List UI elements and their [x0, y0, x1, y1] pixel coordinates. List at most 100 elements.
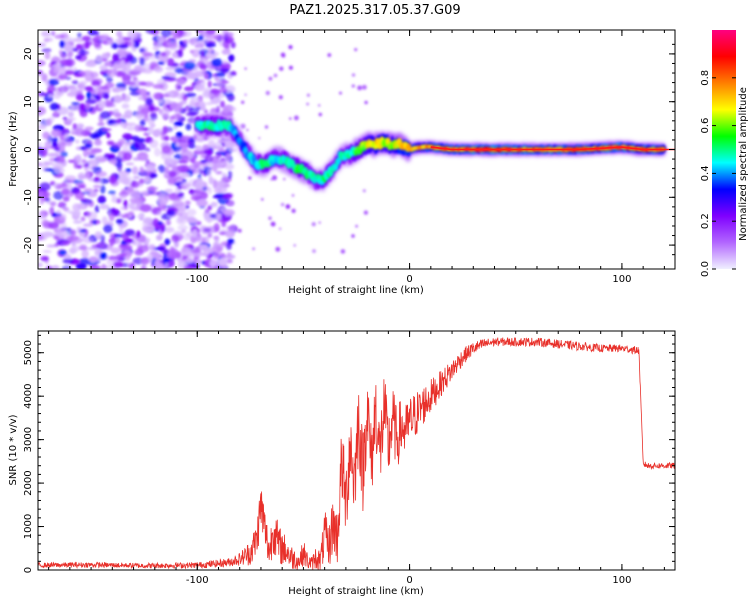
noise-blob — [140, 107, 150, 115]
noise-blob — [184, 92, 197, 98]
noise-blob — [187, 117, 198, 124]
x-tick-label: -100 — [186, 575, 209, 586]
noise-blob — [97, 195, 107, 204]
noise-blob — [183, 86, 194, 92]
noise-blob — [179, 40, 184, 46]
noise-blob — [207, 232, 213, 238]
noise-blob — [139, 169, 151, 177]
noise-blob — [177, 225, 189, 231]
noise-blob — [44, 51, 51, 60]
snr-frame — [37, 330, 676, 571]
noise-blob — [166, 40, 178, 48]
noise-blob — [147, 185, 156, 195]
noise-blob — [40, 255, 49, 262]
noise-blob — [72, 123, 77, 130]
noise-blob — [208, 176, 214, 185]
noise-speck — [252, 247, 255, 250]
noise-blob — [192, 229, 198, 238]
noise-blob — [75, 55, 82, 60]
noise-blob — [212, 242, 219, 249]
noise-blob — [204, 208, 210, 214]
noise-blob — [158, 164, 166, 174]
noise-blob — [161, 30, 172, 38]
noise-blob — [67, 235, 80, 242]
noise-blob — [79, 232, 85, 238]
noise-blob — [41, 48, 52, 53]
noise-speck — [291, 208, 296, 213]
noise-blob — [118, 174, 128, 184]
noise-blob — [196, 187, 202, 196]
ridge-cell — [336, 157, 342, 165]
noise-blob — [213, 235, 220, 240]
noise-blob — [132, 166, 139, 175]
noise-blob — [173, 125, 178, 130]
noise-blob — [92, 219, 97, 225]
noise-blob — [211, 58, 223, 68]
noise-blob — [143, 132, 151, 137]
noise-blob — [103, 53, 110, 59]
noise-blob — [87, 159, 97, 165]
noise-blob — [183, 61, 196, 70]
noise-blob — [108, 212, 115, 222]
noise-blob — [63, 43, 73, 53]
noise-blob — [125, 168, 132, 173]
noise-blob — [88, 151, 97, 155]
noise-blob — [116, 118, 122, 124]
noise-blob — [41, 231, 54, 238]
noise-speck — [318, 221, 321, 224]
noise-blob — [81, 191, 91, 195]
noise-speck — [351, 234, 355, 238]
noise-blob — [127, 211, 135, 217]
noise-blob — [71, 102, 80, 106]
noise-blob — [95, 171, 107, 178]
noise-blob — [88, 256, 99, 263]
noise-blob — [80, 198, 93, 205]
noise-blob — [149, 250, 159, 256]
noise-blob — [100, 34, 110, 39]
noise-blob — [176, 93, 184, 100]
noise-blob — [101, 263, 107, 269]
noise-blob — [162, 102, 168, 111]
noise-blob — [46, 265, 53, 269]
noise-blob — [129, 92, 140, 96]
noise-blob — [76, 226, 81, 232]
noise-blob — [222, 194, 233, 200]
noise-blob — [78, 103, 87, 112]
noise-blob — [136, 230, 141, 239]
noise-blob — [181, 155, 190, 164]
noise-speck — [258, 137, 261, 140]
noise-blob — [124, 122, 137, 126]
noise-blob — [136, 215, 145, 219]
colorbar-ticks: 0.0 0.2 0.4 0.6 0.8 — [700, 70, 736, 277]
noise-blob — [38, 60, 46, 67]
noise-blob — [203, 236, 210, 245]
noise-blob — [186, 231, 193, 238]
noise-blob — [168, 260, 175, 268]
noise-blob — [71, 80, 79, 85]
noise-blob — [228, 54, 235, 62]
noise-blob — [214, 141, 223, 149]
noise-blob — [93, 85, 100, 93]
noise-blob — [113, 261, 123, 268]
noise-blob — [227, 95, 236, 101]
noise-blob — [207, 48, 215, 55]
y-tick-label: 0 — [23, 146, 34, 152]
noise-speck — [327, 53, 332, 57]
noise-blob — [84, 126, 94, 131]
noise-blob — [130, 200, 143, 205]
noise-blob — [146, 165, 156, 171]
noise-blob — [119, 253, 127, 257]
noise-blob — [65, 210, 75, 214]
noise-blob — [52, 137, 59, 144]
noise-blob — [46, 244, 57, 248]
noise-blob — [139, 119, 146, 127]
noise-blob — [97, 157, 108, 162]
noise-blob — [69, 246, 77, 255]
noise-speck — [268, 216, 272, 220]
noise-blob — [185, 257, 195, 264]
noise-blob — [218, 87, 228, 94]
noise-blob — [164, 226, 175, 233]
noise-speck — [357, 85, 362, 91]
noise-blob — [49, 102, 60, 111]
noise-blob — [126, 125, 135, 132]
